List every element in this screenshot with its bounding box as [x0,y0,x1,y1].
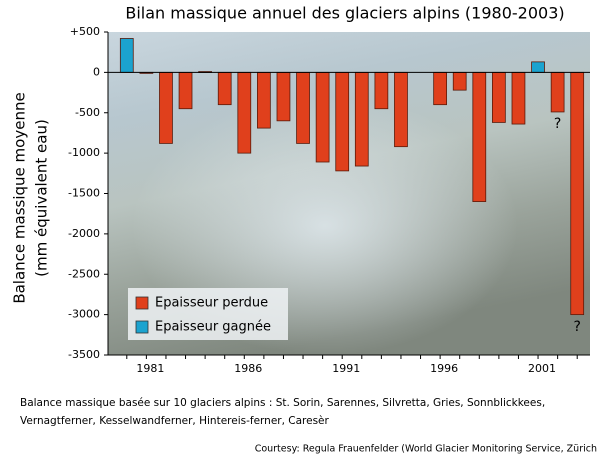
x-tick-label: 1996 [430,362,458,375]
legend-label: Epaisseur gagnée [155,320,271,335]
y-axis-label: (mm équivalent eau) [33,119,51,277]
y-tick-label: -2500 [68,267,100,280]
x-tick-label: 1986 [234,362,262,375]
bar [276,71,291,122]
bar [570,71,585,316]
note: Vernagtferner, Kesselwandferner, Hintere… [20,415,330,427]
x-tick-label: 2001 [528,362,556,375]
bar [257,71,271,129]
legend-label: Epaisseur perdue [155,296,268,311]
bar [335,71,350,172]
y-tick-label: +500 [70,25,100,38]
annotation: ? [554,116,561,132]
legend-swatch [135,296,149,310]
annotation: ? [573,319,580,335]
bar [511,71,526,125]
bar [492,71,506,123]
y-tick-label: -3000 [68,308,100,321]
x-tick-label: 1991 [332,362,360,375]
bar [531,61,545,73]
note: Balance massique basée sur 10 glaciers a… [20,397,545,409]
bar [374,71,389,110]
y-tick-label: -1000 [68,146,100,159]
y-axis-label: Balance massique moyenne [11,92,29,303]
bar [394,71,408,148]
bar [433,71,447,106]
bar [237,71,252,154]
bar [119,38,134,73]
bar [550,71,565,113]
bar [354,71,369,167]
y-tick-label: 0 [93,65,100,78]
x-tick-label: 1981 [136,362,164,375]
bar [296,71,310,144]
chart-title: Bilan massique annuel des glaciers alpin… [125,4,564,23]
legend-swatch [135,320,149,334]
y-tick-label: -3500 [68,348,100,361]
bar [178,71,193,110]
bar [452,71,467,91]
y-tick-label: -500 [75,106,100,119]
credit: Courtesy: Regula Frauenfelder (World Gla… [255,444,597,455]
bar [159,71,173,144]
bar [315,71,330,163]
bar [217,71,232,106]
legend-box [128,288,288,340]
y-tick-label: -1500 [68,187,100,200]
bar [472,71,487,202]
y-tick-label: -2000 [68,227,100,240]
